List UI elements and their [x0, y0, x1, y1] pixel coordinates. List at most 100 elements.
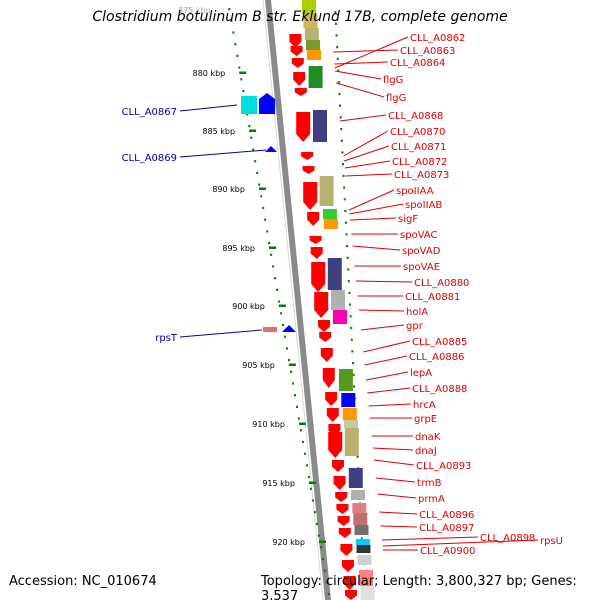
function-color-bar	[356, 545, 371, 553]
forward-gene-arrow	[320, 348, 333, 362]
topology-label: Topology: circular; Length: 3,800,327 bp…	[261, 574, 577, 600]
left-gene-leader	[179, 149, 267, 158]
forward-gene-arrow	[293, 72, 306, 86]
right-gene-leader	[380, 525, 418, 528]
scale-dot	[295, 405, 298, 408]
scale-dot	[228, 8, 231, 11]
track-dot	[356, 455, 359, 458]
right-gene-label: dnaJ	[415, 446, 437, 457]
scale-label: 910 kbp	[252, 420, 285, 429]
forward-gene-arrow	[294, 88, 307, 96]
right-gene-label: CLL_A0885	[412, 337, 467, 348]
track-dot	[334, 22, 337, 25]
scale-dot	[278, 300, 281, 303]
forward-gene-arrow	[318, 320, 330, 332]
scale-dot	[272, 265, 275, 268]
scale-dot	[256, 171, 259, 174]
genome-title: Clostridium botulinum B str. Eklund 17B,…	[92, 9, 508, 25]
function-color-bar	[338, 369, 353, 391]
scale-dot	[262, 206, 265, 210]
scale-dot	[288, 359, 291, 362]
function-color-bar	[351, 490, 365, 500]
scale-dot	[327, 593, 330, 596]
track-dot	[336, 46, 339, 49]
track-dot	[350, 326, 353, 330]
track-dot	[343, 198, 346, 201]
function-color-bar	[344, 428, 359, 456]
scale-dot	[292, 382, 295, 385]
forward-gene-arrow	[326, 408, 339, 422]
right-gene-leader	[375, 477, 416, 483]
forward-gene-arrow	[325, 392, 338, 406]
scale-dot	[254, 160, 257, 163]
right-gene-label: spoVAC	[400, 230, 438, 241]
right-gene-leader	[373, 459, 415, 466]
forward-gene-arrow	[307, 212, 320, 226]
scale-label: 915 kbp	[262, 479, 295, 488]
function-color-bar	[319, 176, 334, 206]
track-dot	[335, 34, 338, 37]
track-dot	[346, 256, 349, 259]
function-color-bar	[303, 14, 318, 28]
right-gene-leader	[334, 36, 409, 69]
reverse-gene-arrow	[282, 325, 296, 332]
forward-gene-arrow	[310, 247, 323, 259]
scale-dot	[290, 370, 293, 373]
scale-dot	[270, 253, 273, 256]
scale-dot	[238, 66, 241, 69]
forward-gene-arrow	[290, 46, 303, 56]
forward-gene-arrow	[342, 560, 354, 572]
right-gene-leader	[340, 114, 387, 122]
left-gene-label: CLL_A0867	[122, 107, 177, 118]
track-dot	[340, 139, 343, 142]
right-gene-leader	[365, 371, 409, 381]
scale-tick	[258, 187, 266, 190]
backbone-shadow	[262, 0, 324, 600]
function-color-bar	[322, 209, 337, 219]
right-gene-label: CLL_A0872	[392, 157, 447, 168]
forward-gene-arrow	[302, 166, 315, 174]
scale-dot	[246, 113, 249, 116]
function-color-bar	[353, 513, 368, 525]
genome-backbone	[265, 0, 331, 600]
scale-dot	[258, 183, 261, 186]
forward-gene-arrow	[328, 432, 343, 458]
scale-layer: 880 kbp 885 kbp 890 kbp 895 kbp 900 kbp 905 k…	[193, 8, 366, 599]
scale-dot	[250, 136, 253, 139]
scale-dot	[311, 499, 314, 502]
forward-gene-arrow	[314, 292, 329, 318]
scale-dot	[323, 569, 326, 572]
track-dot	[341, 151, 344, 154]
right-gene-label: prmA	[418, 494, 445, 505]
right-gene-label: CLL_A0871	[391, 142, 446, 153]
scale-dot	[303, 452, 306, 455]
function-color-bar	[357, 555, 372, 565]
scale-dot	[234, 43, 237, 46]
scale-dot	[319, 546, 322, 549]
function-color-bar	[308, 66, 323, 88]
right-gene-label: CLL_A0863	[400, 46, 455, 57]
forward-gene-arrow	[296, 112, 311, 142]
right-gene-label: spoIIAB	[405, 200, 442, 211]
scale-dot	[286, 347, 289, 350]
track-dot	[353, 385, 356, 388]
right-gene-leader	[345, 173, 393, 177]
scale-dot	[305, 464, 308, 467]
right-gene-leader	[349, 217, 397, 221]
track-layer	[241, 0, 375, 600]
right-gene-label: CLL_A0888	[412, 384, 467, 395]
scale-dot	[325, 581, 328, 584]
right-gene-label: CLL_A0873	[394, 170, 449, 181]
function-color-bar	[360, 586, 375, 600]
function-color-bar	[306, 40, 320, 50]
forward-gene-arrow	[340, 544, 353, 556]
right-gene-label: CLL_A0881	[405, 292, 460, 303]
scale-dot	[301, 440, 304, 444]
right-gene-leader	[372, 447, 414, 451]
scale-tick	[268, 246, 276, 249]
right-gene-label: spoIIAA	[396, 186, 434, 197]
function-color-bar	[348, 468, 363, 488]
scale-dot	[309, 487, 312, 490]
